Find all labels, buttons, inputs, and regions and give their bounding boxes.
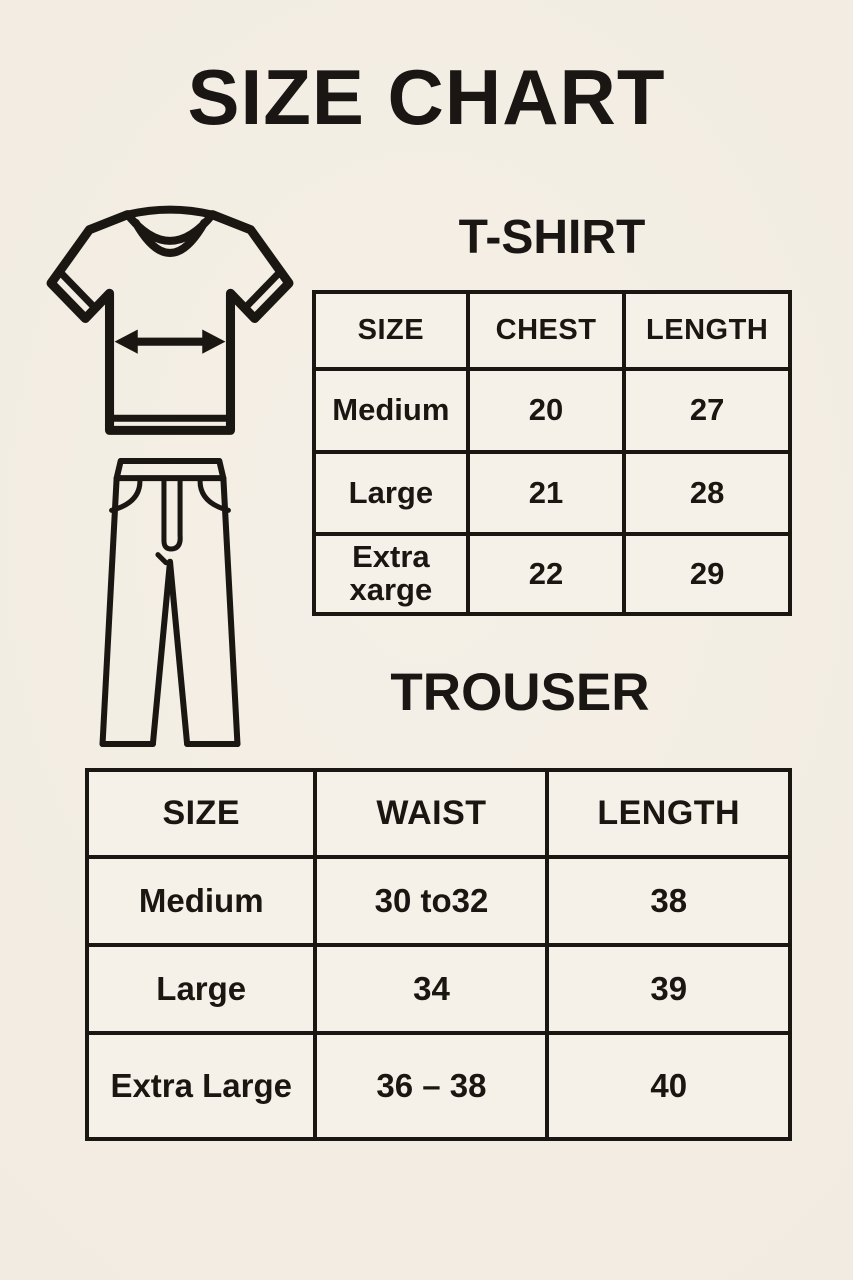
tshirt-icon xyxy=(46,205,294,435)
table-row: Medium 20 27 xyxy=(312,367,792,454)
table-row: Extra xarge 22 29 xyxy=(312,532,792,616)
tshirt-col-length: LENGTH xyxy=(622,290,792,371)
tshirt-size-medium: Medium xyxy=(312,367,470,454)
tshirt-section-heading: T-SHIRT xyxy=(458,211,646,264)
tshirt-extra-large-chest: 22 xyxy=(465,532,627,616)
tshirt-col-chest: CHEST xyxy=(465,290,627,371)
trouser-size-extra-large: Extra Large xyxy=(84,1031,318,1141)
right-pocket-line xyxy=(197,475,231,513)
left-outer-seam xyxy=(99,475,120,747)
trouser-icon xyxy=(99,458,241,747)
table-row: Large 21 28 xyxy=(312,450,792,536)
trouser-size-large: Large xyxy=(84,943,318,1035)
fly-stitch xyxy=(155,552,169,566)
table-row: Extra Large 36 – 38 40 xyxy=(84,1031,792,1141)
tshirt-large-length: 28 xyxy=(622,450,792,536)
table-row: Medium 30 to32 38 xyxy=(84,855,792,947)
fly-line xyxy=(161,475,183,552)
trouser-large-waist: 34 xyxy=(313,943,550,1035)
left-cuff-line xyxy=(57,269,97,310)
trouser-size-table: SIZE WAIST LENGTH Medium 30 to32 38 Larg… xyxy=(84,768,792,1141)
inner-seams xyxy=(149,558,191,747)
trouser-extra-large-length: 40 xyxy=(545,1031,792,1141)
trouser-table-header-row: SIZE WAIST LENGTH xyxy=(84,768,792,859)
collar-rib-line xyxy=(131,218,209,257)
trouser-col-size: SIZE xyxy=(84,768,318,859)
page-title: SIZE CHART xyxy=(187,53,666,141)
trouser-extra-large-waist: 36 – 38 xyxy=(313,1031,550,1141)
trouser-medium-waist: 30 to32 xyxy=(313,855,550,947)
chest-width-arrow-icon xyxy=(114,329,226,354)
tshirt-size-extra-large: Extra xarge xyxy=(312,532,470,616)
table-row: Large 34 39 xyxy=(84,943,792,1035)
right-outer-seam xyxy=(220,475,241,747)
tshirt-medium-chest: 20 xyxy=(465,367,627,454)
trouser-col-waist: WAIST xyxy=(313,768,550,859)
trouser-col-length: LENGTH xyxy=(545,768,792,859)
tshirt-table-header-row: SIZE CHEST LENGTH xyxy=(312,290,792,371)
tshirt-large-chest: 21 xyxy=(465,450,627,536)
trouser-large-length: 39 xyxy=(545,943,792,1035)
collar-back-line xyxy=(123,205,217,219)
tshirt-col-size: SIZE xyxy=(312,290,470,371)
tshirt-size-table: SIZE CHEST LENGTH Medium 20 27 Large 21 … xyxy=(312,290,792,616)
right-cuff-line xyxy=(243,269,283,310)
left-pocket-line xyxy=(109,475,143,513)
tshirt-extra-large-length: 29 xyxy=(622,532,792,616)
tshirt-medium-length: 27 xyxy=(622,367,792,454)
tshirt-size-large: Large xyxy=(312,450,470,536)
trouser-medium-length: 38 xyxy=(545,855,792,947)
trouser-size-medium: Medium xyxy=(84,855,318,947)
trouser-section-heading: TROUSER xyxy=(390,663,650,722)
waistband xyxy=(113,458,227,482)
